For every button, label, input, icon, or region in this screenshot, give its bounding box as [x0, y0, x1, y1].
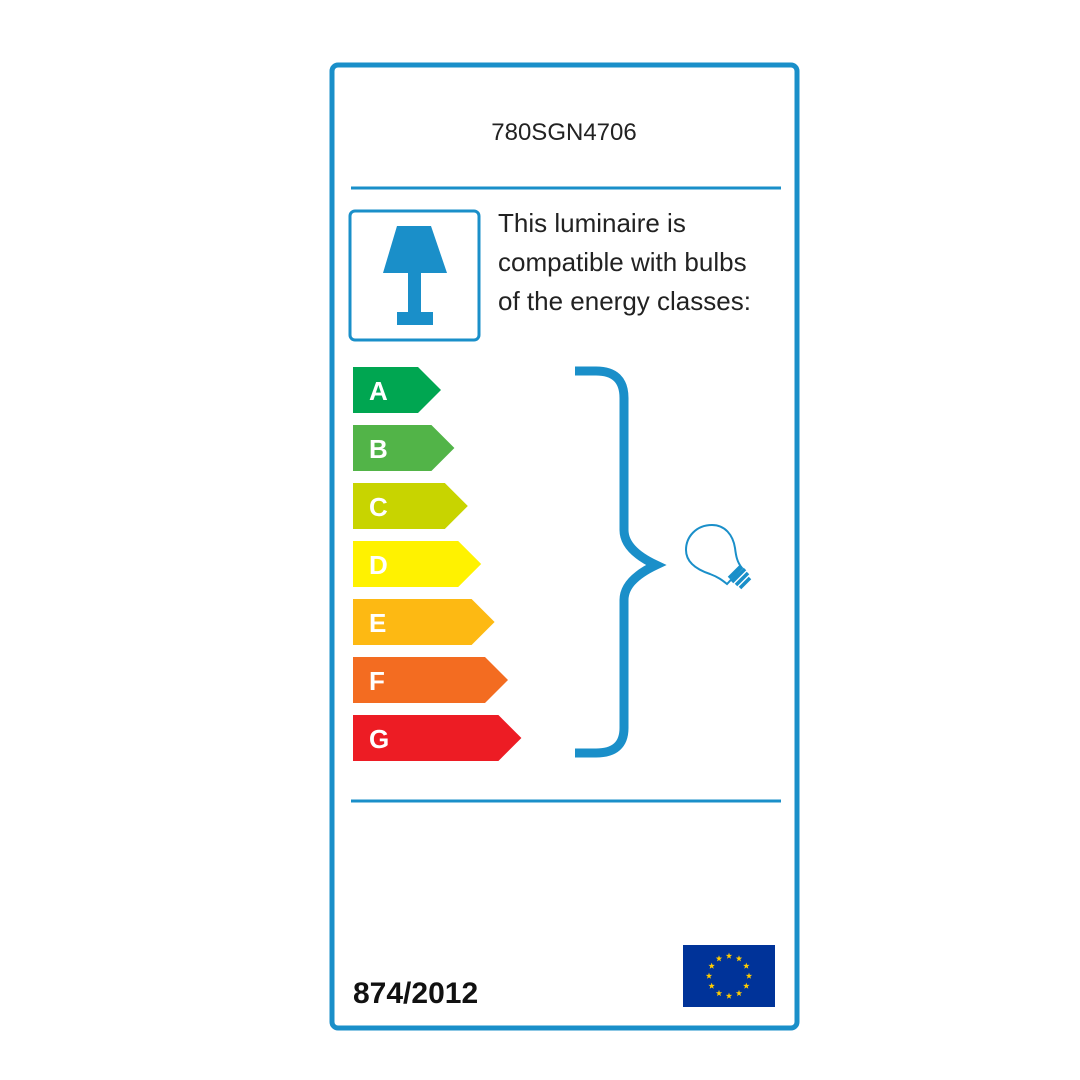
star-icon — [708, 982, 715, 989]
energy-class-a: A — [353, 367, 441, 413]
star-icon — [715, 989, 723, 997]
energy-class-f: F — [353, 657, 508, 703]
energy-class-letter: E — [369, 608, 386, 638]
description-line-3: of the energy classes: — [498, 286, 751, 316]
star-icon — [705, 972, 713, 979]
bracket-icon — [575, 366, 667, 758]
eu-flag — [683, 945, 775, 1007]
star-icon — [708, 962, 715, 969]
energy-class-letter: F — [369, 666, 385, 696]
energy-class-b: B — [353, 425, 455, 471]
regulation-number: 874/2012 — [353, 977, 478, 1010]
star-icon — [725, 992, 733, 999]
energy-class-letter: C — [369, 492, 388, 522]
label-border — [329, 62, 800, 1031]
energy-class-letter: D — [369, 550, 388, 580]
model-number: 780SGN4706 — [491, 119, 636, 146]
star-icon — [743, 962, 750, 969]
energy-class-e: E — [353, 599, 495, 645]
light-bulb-icon — [684, 523, 752, 590]
energy-class-arrow — [353, 657, 508, 703]
energy-class-c: C — [353, 483, 468, 529]
star-icon — [735, 955, 743, 962]
energy-class-arrow — [353, 715, 522, 761]
energy-class-arrow — [353, 425, 455, 471]
star-icon — [745, 972, 753, 979]
star-icon — [743, 982, 750, 989]
table-lamp-icon — [348, 209, 481, 342]
energy-class-d: D — [353, 541, 482, 587]
description-line-2: compatible with bulbs — [498, 247, 747, 277]
energy-class-arrow — [353, 483, 468, 529]
star-icon — [715, 955, 723, 962]
energy-class-arrow — [353, 367, 441, 413]
energy-class-arrow — [353, 599, 495, 645]
energy-class-arrow — [353, 541, 482, 587]
star-icon — [735, 989, 743, 997]
energy-class-letter: A — [369, 376, 388, 406]
description-line-1: This luminaire is — [498, 208, 686, 238]
energy-class-letter: B — [369, 434, 388, 464]
star-icon — [725, 952, 733, 959]
energy-class-letter: G — [369, 724, 389, 754]
energy-class-g: G — [353, 715, 522, 761]
